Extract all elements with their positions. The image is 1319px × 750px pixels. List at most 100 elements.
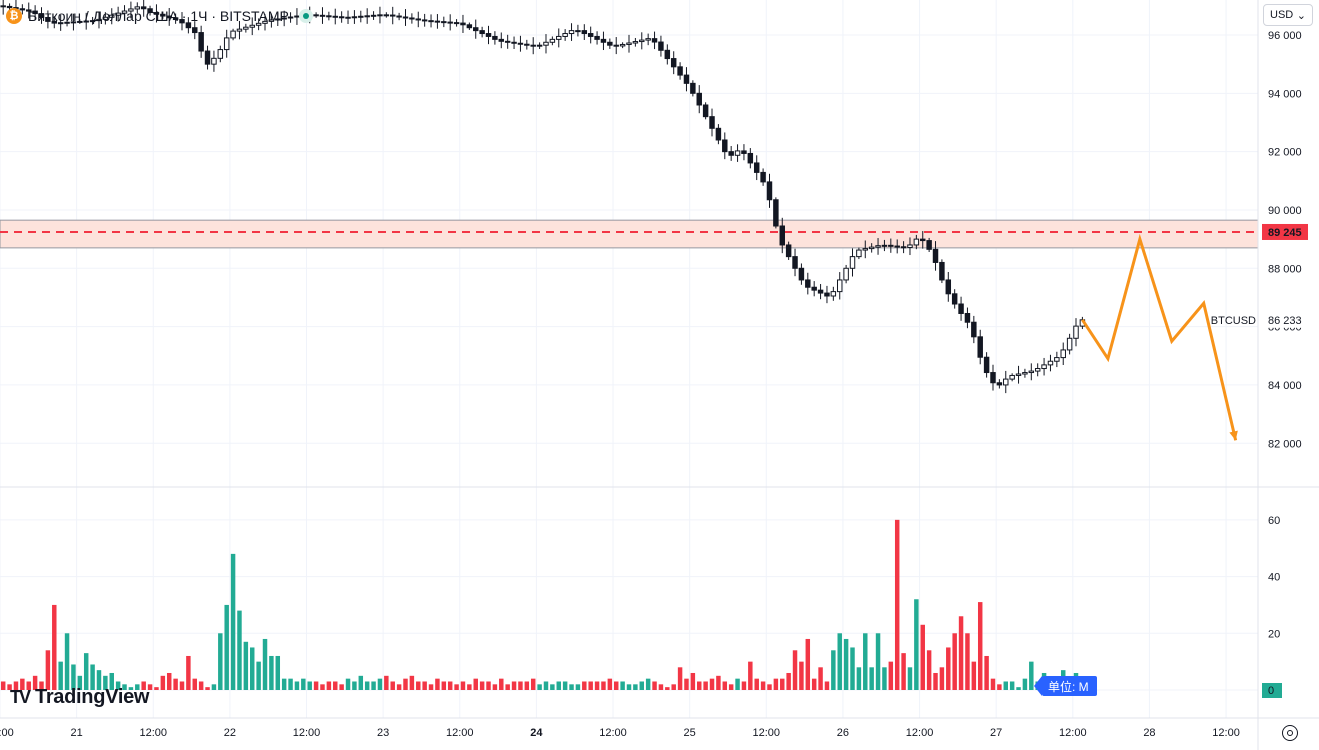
chart-settings-icon[interactable] [1282, 725, 1298, 741]
candle-body-down [798, 267, 805, 281]
candle-body-up [128, 8, 134, 12]
candle [421, 13, 428, 27]
time-tick-label: 12:00 [599, 727, 627, 739]
candle-body-up [1003, 378, 1009, 386]
candle-body-down [888, 244, 894, 247]
volume-bar [952, 633, 957, 690]
candle [32, 5, 38, 20]
time-tick-label: 12:00 [1059, 727, 1087, 739]
volume-last-marker [1262, 683, 1282, 698]
volume-bar [677, 667, 683, 690]
volume-bar [39, 681, 44, 690]
time-tick-label: 12:00 [0, 727, 14, 739]
volume-bar [556, 681, 561, 690]
candle [1073, 318, 1079, 347]
volume-bar [537, 684, 542, 690]
brand-name: TradingView [35, 686, 150, 708]
volume-bar [811, 678, 817, 690]
candle-body-down [971, 321, 977, 338]
candle-body-down [990, 372, 996, 384]
candle-body-up [1066, 337, 1073, 351]
currency-select[interactable]: USD ⌄ [1263, 4, 1313, 26]
volume-bar [499, 678, 504, 690]
candle [179, 12, 185, 31]
candle [913, 234, 920, 250]
candle [536, 42, 543, 50]
candle [70, 13, 77, 31]
volume-bar [697, 681, 702, 690]
volume-bar [792, 650, 798, 690]
candle [805, 272, 811, 295]
candle-body-up [556, 35, 562, 40]
volume-bar [377, 678, 383, 690]
candle [1060, 342, 1066, 366]
candle [319, 7, 326, 24]
candle-body-down [900, 246, 907, 249]
candle [951, 289, 958, 309]
volume-bar [997, 684, 1002, 690]
volume-bar [237, 610, 242, 690]
volume-bar [939, 667, 945, 690]
candle [958, 296, 964, 321]
candle [243, 23, 249, 33]
candle [109, 8, 115, 25]
candle-body-down [332, 15, 338, 18]
candle-body-down [396, 15, 402, 18]
tradingview-logo[interactable]: TV TradingView [10, 686, 149, 709]
time-tick-label: 21 [71, 727, 83, 739]
symbol-title[interactable]: Биткоин / Доллар США · 1Ч · BITSTAMP [28, 8, 289, 24]
candle [907, 237, 913, 256]
candle-body-down [824, 292, 830, 297]
volume-bar [620, 681, 625, 690]
candle [358, 10, 364, 23]
candle [798, 263, 805, 285]
candle [211, 50, 217, 72]
candle [223, 29, 230, 58]
candle [192, 21, 198, 40]
volume-bar [58, 661, 63, 690]
volume-bar [205, 687, 210, 690]
candle-body-up [64, 21, 70, 24]
candle [1054, 351, 1060, 368]
candle [600, 31, 607, 51]
candle [77, 19, 83, 24]
candle-body-up [70, 21, 77, 24]
candle [1034, 363, 1041, 377]
candle [868, 243, 875, 253]
volume-bar [760, 681, 766, 690]
volume-bar [946, 647, 951, 690]
candle-body-down [192, 27, 198, 34]
candle-body-down [932, 248, 939, 263]
candle [0, 0, 6, 15]
candle-body-up [1028, 370, 1035, 374]
candle [728, 146, 734, 161]
time-tick-label: 25 [684, 727, 696, 739]
candle-body-down [415, 18, 422, 21]
volume-bar [543, 681, 549, 690]
candle [766, 173, 773, 208]
candle [275, 12, 281, 27]
volume-bar [224, 604, 229, 690]
volume-bar [20, 678, 25, 690]
candle-body-up [345, 16, 351, 19]
volume-bar [384, 675, 389, 690]
candle [1066, 333, 1073, 355]
time-tick-label: 12:00 [446, 727, 474, 739]
candle [779, 217, 785, 254]
volume-bar [505, 684, 510, 690]
candle [115, 6, 121, 22]
volume-bar [914, 599, 919, 690]
candle-body-down [722, 139, 728, 153]
candle-body-down [492, 35, 498, 40]
volume-bar [0, 681, 6, 690]
candle-body-down [524, 43, 530, 46]
candle-body-down [473, 27, 479, 32]
candle-body-down [587, 33, 594, 37]
candle [741, 144, 747, 161]
candle-body-down [690, 82, 696, 94]
volume-bar [345, 678, 351, 690]
candle-body-down [747, 152, 754, 164]
resistance-band [0, 219, 1259, 249]
volume-bar [45, 650, 51, 690]
